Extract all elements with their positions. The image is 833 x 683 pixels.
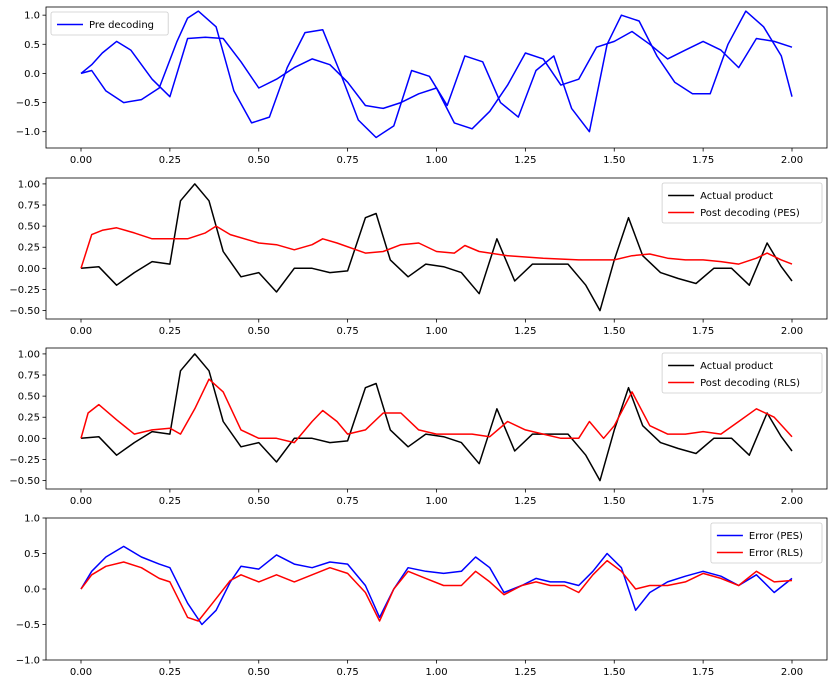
x-tick-label: 2.00 xyxy=(781,667,803,678)
x-tick-label: 1.75 xyxy=(692,496,714,507)
y-tick-label: 0.0 xyxy=(24,585,40,596)
x-tick-label: 1.50 xyxy=(603,667,625,678)
x-tick-label: 2.00 xyxy=(781,155,803,166)
x-tick-label: 2.00 xyxy=(781,326,803,337)
chart-panel-4: 0.00 0.25 0.50 0.75 1.00 1.25 1.50 1.75 2.00 −1.0… xyxy=(16,514,828,678)
x-tick-label: 1.75 xyxy=(692,326,714,337)
legend: Error (PES) Error (RLS) xyxy=(710,522,823,564)
series-line-3-1 xyxy=(80,353,793,482)
series-line-2-1 xyxy=(80,183,793,312)
series-line-4-2 xyxy=(80,559,793,622)
x-tick-label: 1.00 xyxy=(425,667,447,678)
legend: Pre decoding xyxy=(50,11,169,36)
x-tick-label: 0.25 xyxy=(159,496,181,507)
legend-label: Actual product xyxy=(700,361,773,372)
x-tick-label: 0.25 xyxy=(159,667,181,678)
y-tick-label: 1.00 xyxy=(18,349,40,360)
x-tick-label: 0.00 xyxy=(70,496,92,507)
y-tick-label: −0.5 xyxy=(16,620,40,631)
y-tick-label: 0.50 xyxy=(18,392,40,403)
x-tick-label: 1.00 xyxy=(425,496,447,507)
x-tick-label: 0.50 xyxy=(248,496,270,507)
x-tick-label: 0.00 xyxy=(70,326,92,337)
y-tick-label: −0.50 xyxy=(9,476,40,487)
x-tick-label: 1.25 xyxy=(514,326,536,337)
x-tick-label: 0.75 xyxy=(336,155,358,166)
y-tick-label: 0.00 xyxy=(18,434,40,445)
x-tick-label: 1.50 xyxy=(603,155,625,166)
y-tick-label: −0.5 xyxy=(16,98,40,109)
chart-panel-2: 0.00 0.25 0.50 0.75 1.00 1.25 1.50 1.75 2.00 −0.5… xyxy=(9,177,828,337)
x-tick-label: 0.25 xyxy=(159,326,181,337)
x-tick-label: 2.00 xyxy=(781,496,803,507)
y-tick-label: −1.0 xyxy=(16,656,40,667)
x-tick-label: 1.25 xyxy=(514,155,536,166)
legend-label: Error (PES) xyxy=(749,531,803,542)
x-tick-label: 0.50 xyxy=(248,155,270,166)
x-tick-label: 1.75 xyxy=(692,667,714,678)
x-tick-label: 0.75 xyxy=(336,326,358,337)
x-tick-label: 0.00 xyxy=(70,155,92,166)
x-tick-label: 1.75 xyxy=(692,155,714,166)
y-tick-label: −0.50 xyxy=(9,306,40,317)
y-tick-label: 0.00 xyxy=(18,264,40,275)
y-tick-label: 0.75 xyxy=(18,201,40,212)
x-tick-label: 1.50 xyxy=(603,326,625,337)
legend-label: Actual product xyxy=(700,191,773,202)
chart-panel-3: 0.00 0.25 0.50 0.75 1.00 1.25 1.50 1.75 2.00 −0.5… xyxy=(9,347,828,507)
x-tick-label: 1.25 xyxy=(514,667,536,678)
legend: Actual product Post decoding (PES) xyxy=(661,182,823,224)
y-tick-label: 0.75 xyxy=(18,371,40,382)
x-tick-label: 1.00 xyxy=(425,326,447,337)
legend-box xyxy=(661,182,823,224)
y-tick-label: 0.5 xyxy=(24,549,40,560)
y-tick-label: 0.5 xyxy=(24,40,40,51)
y-tick-label: 0.50 xyxy=(18,222,40,233)
y-tick-label: 0.25 xyxy=(18,413,40,424)
x-tick-label: 0.50 xyxy=(248,326,270,337)
x-tick-label: 0.50 xyxy=(248,667,270,678)
series-line-1-1 xyxy=(80,30,793,130)
y-tick-label: −0.25 xyxy=(9,455,40,466)
legend-label: Error (RLS) xyxy=(749,548,803,559)
x-tick-label: 1.00 xyxy=(425,155,447,166)
x-tick-label: 1.25 xyxy=(514,496,536,507)
chart-panel-1: 0.00 0.25 0.50 0.75 1.00 1.25 1.50 1.75 2.00 −1.0… xyxy=(16,6,828,166)
legend-label: Post decoding (PES) xyxy=(700,208,800,219)
y-tick-label: 1.0 xyxy=(24,514,40,525)
legend-label: Pre decoding xyxy=(89,20,154,31)
legend-label: Post decoding (RLS) xyxy=(700,378,800,389)
legend-box xyxy=(50,11,169,36)
x-tick-label: 0.75 xyxy=(336,496,358,507)
legend-box xyxy=(661,352,823,394)
y-tick-label: 0.0 xyxy=(24,69,40,80)
y-tick-label: 1.00 xyxy=(18,179,40,190)
x-tick-label: 1.50 xyxy=(603,496,625,507)
x-tick-label: 0.25 xyxy=(159,155,181,166)
series-line-2-2 xyxy=(80,225,793,269)
series-line-3-2 xyxy=(80,378,793,444)
y-tick-label: 0.25 xyxy=(18,243,40,254)
y-tick-label: −0.25 xyxy=(9,285,40,296)
series-line-4-1 xyxy=(80,545,793,626)
x-tick-label: 0.00 xyxy=(70,667,92,678)
y-tick-label: 1.0 xyxy=(24,11,40,22)
x-tick-label: 0.75 xyxy=(336,667,358,678)
y-tick-label: −1.0 xyxy=(16,127,40,138)
series-line-1-2 xyxy=(80,10,793,139)
legend: Actual product Post decoding (RLS) xyxy=(661,352,823,394)
